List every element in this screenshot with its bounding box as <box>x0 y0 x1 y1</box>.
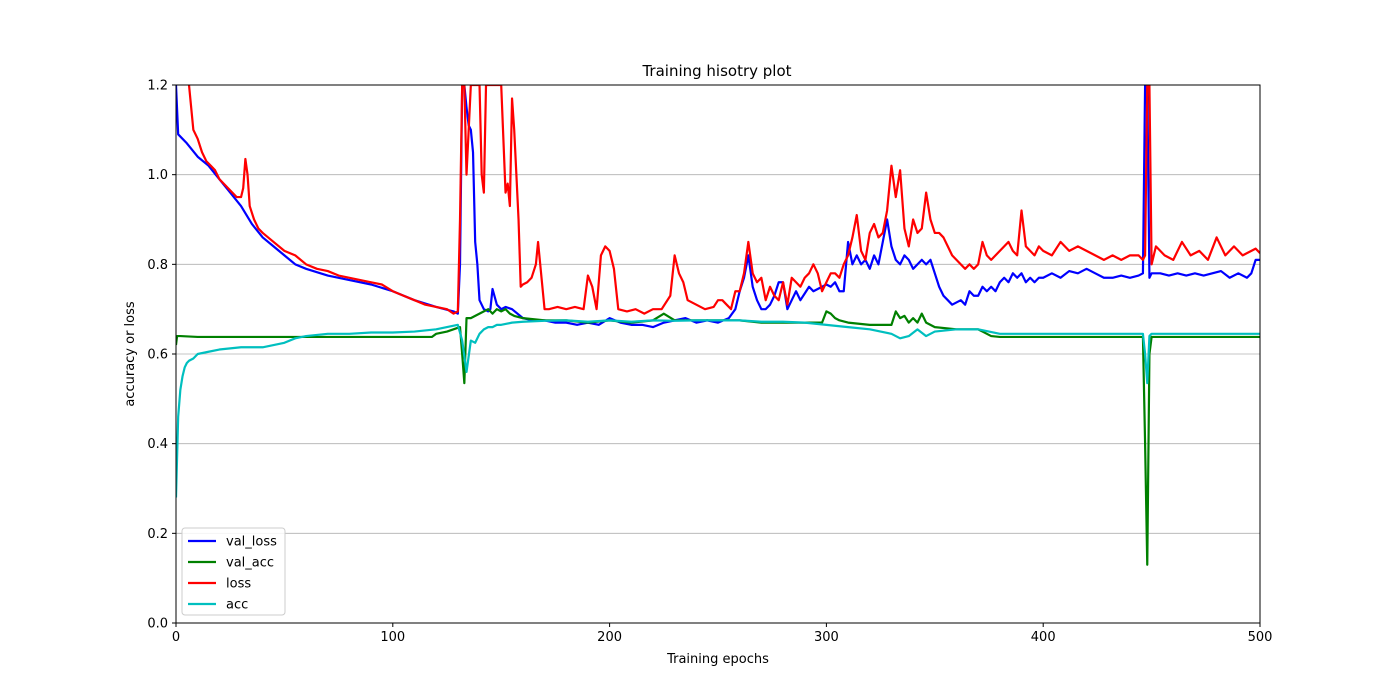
x-tick-label: 300 <box>814 630 839 645</box>
x-tick-label: 200 <box>597 630 622 645</box>
y-axis-label: accuracy or loss <box>123 301 138 407</box>
grid-lines <box>176 174 1260 534</box>
y-tick-label: 1.2 <box>147 79 168 94</box>
legend-label: val_loss <box>226 535 277 550</box>
x-tick-label: 0 <box>172 630 180 645</box>
x-tick-label: 500 <box>1248 630 1273 645</box>
x-tick-label: 100 <box>380 630 405 645</box>
y-tick-label: 0.8 <box>147 258 168 273</box>
chart-title: Training hisotry plot <box>641 62 791 80</box>
y-tick-label: 0.4 <box>147 437 168 452</box>
legend-label: val_acc <box>226 556 274 571</box>
y-tick-label: 1.0 <box>147 168 168 183</box>
legend-label: loss <box>226 577 251 592</box>
y-tick-label: 0.0 <box>147 617 168 632</box>
x-axis-label: Training epochs <box>666 652 769 667</box>
legend-box <box>181 527 286 616</box>
series-line-loss <box>187 85 1260 315</box>
y-tick-label: 0.6 <box>147 348 168 363</box>
y-tick-label: 0.2 <box>147 527 168 542</box>
legend-label: acc <box>226 598 248 613</box>
series-line-acc <box>176 319 1260 498</box>
axis-ticks: 0 100 200 300 400 500 0.0 0.2 0.4 0.6 0.8 1.0 1.2 <box>147 79 1272 646</box>
x-tick-label: 400 <box>1031 630 1056 645</box>
series-group <box>176 85 1260 566</box>
